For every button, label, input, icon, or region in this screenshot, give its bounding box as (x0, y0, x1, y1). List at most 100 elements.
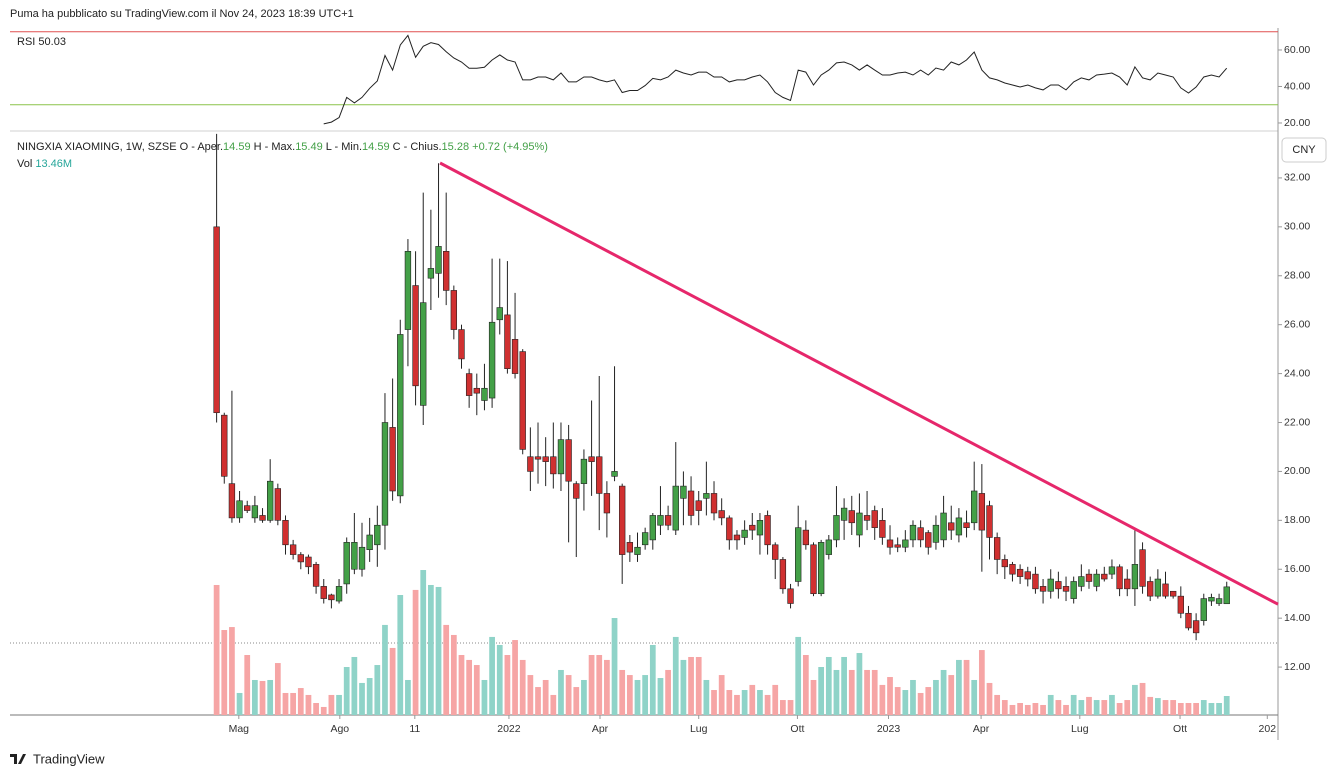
ohlc-value: 14.59 (362, 141, 390, 153)
candle-body (718, 510, 725, 519)
candle-body (573, 483, 580, 499)
volume-legend: Vol 13.46M (17, 158, 72, 170)
x-tick-label: Ott (790, 723, 804, 735)
volume-bar (680, 659, 687, 715)
volume-bar (450, 634, 457, 715)
volume-bar (581, 679, 587, 715)
candle-body (948, 522, 955, 531)
candle-body (343, 542, 350, 585)
candle-body (496, 307, 503, 321)
candle-body (619, 485, 626, 555)
candle-body (213, 226, 220, 414)
trendline (439, 161, 1279, 606)
candle-body (756, 520, 764, 536)
volume-bar (611, 618, 618, 715)
brand-name: TradingView (33, 751, 105, 766)
candle-body (917, 527, 924, 541)
candle-body (312, 564, 320, 587)
candle-body (596, 456, 603, 494)
candle-body (274, 488, 282, 521)
candle-body (351, 542, 358, 570)
caption: Puma ha pubblicato su TradingView.com il… (10, 8, 354, 20)
rsi-line (323, 34, 1228, 125)
volume-bar (703, 679, 710, 715)
ohlc-value: 15.49 (295, 141, 323, 153)
candle-body (435, 246, 442, 274)
candle-body (825, 539, 832, 555)
volume-bar (542, 679, 549, 715)
volume-bar (772, 684, 779, 715)
ohlc-label: L - Min. (326, 141, 362, 153)
candle-body (817, 542, 825, 595)
x-tick-label: 202 (1259, 723, 1277, 735)
candle-body (1108, 566, 1116, 575)
candle-body (580, 458, 588, 484)
logo-icon (10, 754, 26, 764)
y-tick-label: 28.00 (1284, 270, 1310, 282)
candle-body (795, 527, 802, 582)
candle-body (565, 439, 572, 482)
volume-bar (366, 678, 373, 715)
volume-bar (313, 703, 319, 715)
candle-body (282, 520, 289, 546)
volume-bar (1047, 694, 1054, 715)
volume-bar (328, 694, 335, 715)
volume-bar (787, 700, 794, 715)
volume-bar (818, 667, 825, 715)
volume-bar (435, 586, 442, 715)
volume-bar (711, 690, 717, 715)
volume-bar (902, 690, 909, 715)
candle-body (749, 524, 756, 531)
volume-bar (274, 663, 281, 715)
volume-bar (359, 682, 365, 715)
rsi-tick-label: 40.00 (1284, 80, 1310, 92)
volume-bar (718, 675, 725, 715)
volume-bar (405, 679, 411, 715)
rsi-tick-label: 60.00 (1284, 44, 1310, 56)
candle-body (779, 559, 787, 590)
candle-body (626, 542, 634, 553)
volume-bar (910, 679, 916, 715)
candle-body (305, 556, 312, 568)
volume-bar (734, 694, 740, 715)
volume-bar (940, 669, 947, 715)
candle-body (381, 422, 389, 526)
volume-bar (726, 690, 733, 715)
rsi-name: RSI (17, 36, 35, 48)
volume-bar (535, 687, 541, 715)
volume-bar (871, 669, 878, 715)
volume-bar (481, 679, 488, 715)
volume-bar (672, 636, 679, 715)
candle-body (374, 524, 381, 546)
candle-body (1016, 568, 1024, 577)
volume-bar (573, 687, 580, 715)
volume-bar (382, 624, 388, 715)
volume-bar (1170, 700, 1177, 715)
symbol-name: NINGXIA XIAOMING, 1W, SZSE (17, 141, 177, 153)
candle-body (1101, 573, 1108, 580)
volume-bar (749, 684, 756, 715)
candle-body (909, 524, 917, 541)
volume-bar (1040, 704, 1046, 715)
candle-body (848, 510, 855, 524)
ohlc-label: H - Max. (254, 141, 296, 153)
volume-bar (994, 694, 1001, 715)
candle-body (641, 532, 649, 546)
candle-body (1139, 549, 1146, 587)
volume-bar (527, 675, 534, 715)
volume-bar (504, 655, 511, 715)
volume-bar (236, 692, 243, 715)
volume-bar (565, 675, 572, 715)
candle-body (1215, 598, 1223, 604)
candle-body (603, 493, 611, 514)
candle-body (1162, 583, 1169, 597)
candle-body (955, 517, 963, 536)
volume-bar (1024, 704, 1031, 715)
candle-body (511, 339, 519, 374)
candle-body (940, 512, 947, 541)
x-tick-label: Lug (690, 723, 708, 735)
currency-button[interactable] (1281, 137, 1327, 163)
candle-body (1177, 595, 1184, 614)
candle-body (871, 510, 878, 528)
candle-body (504, 314, 511, 369)
